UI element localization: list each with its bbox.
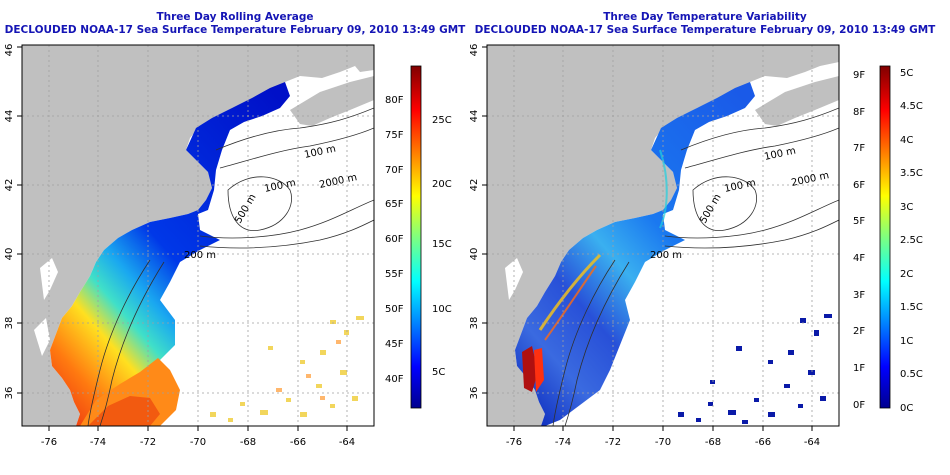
- x-tick-label: -68: [240, 437, 256, 448]
- y-tick-label: 40: [4, 248, 15, 261]
- y-tick-label: 46: [4, 44, 15, 57]
- high-variability: [544, 265, 597, 341]
- x-tick-label: -70: [655, 437, 671, 448]
- land-mass: [755, 76, 839, 126]
- offshore-pixels: [678, 314, 832, 424]
- land-mass: [355, 58, 374, 72]
- x-tick-label: -66: [755, 437, 771, 448]
- axis-ticks: [482, 46, 813, 431]
- variability-coverage: [515, 82, 755, 426]
- colorbar-label-c: 15C: [432, 239, 452, 250]
- graticule: [22, 45, 374, 426]
- x-tick-label: -70: [190, 437, 206, 448]
- colorbar-label-f: 9F: [853, 70, 865, 81]
- x-tick-label: -76: [41, 437, 57, 448]
- x-tick-label: -72: [605, 437, 621, 448]
- warm-water: [88, 396, 160, 426]
- y-tick-label: 38: [470, 317, 480, 330]
- colorbar-label-f: 75F: [385, 130, 404, 141]
- colorbar-label-c: 4C: [900, 135, 913, 146]
- colorbar: [879, 65, 891, 409]
- colorbar-label-f: 5F: [853, 216, 865, 227]
- y-tick-label: 44: [4, 110, 15, 123]
- x-tick-label: -64: [804, 437, 820, 448]
- x-tick-label: -76: [506, 437, 522, 448]
- map-figure: 100 m 100 m 2000 m 500 m 200 m -76 -74 -…: [4, 44, 452, 448]
- y-tick-label: 42: [470, 179, 480, 192]
- graticule: [487, 45, 839, 426]
- colorbar-label-f: 1F: [853, 363, 865, 374]
- colorbar-label-f: 70F: [385, 165, 404, 176]
- offshore-pixels: [210, 316, 364, 422]
- bay-water: [40, 258, 58, 300]
- colorbar-label-f: 2F: [853, 326, 865, 337]
- colorbar-label-f: 50F: [385, 304, 404, 315]
- colorbar-label-c: 1C: [900, 336, 913, 347]
- x-tick-label: -74: [555, 437, 571, 448]
- sst-coverage: [50, 82, 290, 426]
- x-tick-label: -68: [705, 437, 721, 448]
- colorbar-label-f: 0F: [853, 400, 865, 411]
- bay-water: [34, 318, 50, 356]
- land-mass: [22, 45, 374, 426]
- colorbar-label-c: 5C: [900, 68, 913, 79]
- colorbar-label-f: 3F: [853, 290, 865, 301]
- colorbar-label-c: 2C: [900, 269, 913, 280]
- x-tick-label: -72: [140, 437, 156, 448]
- contour-label: 200 m: [650, 250, 682, 261]
- sst-variability-panel: Three Day Temperature Variability DECLOU…: [470, 0, 940, 475]
- colorbar-label-f: 7F: [853, 143, 865, 154]
- sst-average-panel: Three Day Rolling Average DECLOUDED NOAA…: [0, 0, 470, 475]
- panel-title: Three Day Temperature Variability: [603, 11, 807, 23]
- land-mass: [290, 76, 374, 126]
- y-tick-label: 36: [4, 387, 15, 400]
- bathymetry-contours: [552, 107, 839, 426]
- colorbar-label-c: 25C: [432, 115, 452, 126]
- panel-subtitle: DECLOUDED NOAA-17 Sea Surface Temperatur…: [4, 24, 466, 36]
- panel-subtitle: DECLOUDED NOAA-17 Sea Surface Temperatur…: [474, 24, 936, 36]
- colorbar-label-f: 45F: [385, 339, 404, 350]
- high-variability: [538, 253, 602, 331]
- offshore-pixels: [276, 340, 341, 400]
- high-variability: [522, 346, 538, 392]
- axis-ticks: [17, 46, 348, 431]
- bathymetry-contours: [87, 107, 374, 426]
- y-tick-label: 46: [470, 44, 480, 57]
- y-tick-label: 40: [470, 248, 480, 261]
- y-tick-label: 36: [470, 387, 480, 400]
- colorbar-label-c: 1.5C: [900, 302, 923, 313]
- y-tick-label: 44: [470, 110, 480, 123]
- colorbar-label-f: 8F: [853, 107, 865, 118]
- colorbar-label-c: 4.5C: [900, 101, 923, 112]
- contour-label: 200 m: [184, 250, 216, 261]
- colorbar-label-c: 3C: [900, 202, 913, 213]
- colorbar-label-f: 80F: [385, 95, 404, 106]
- colorbar-label-f: 4F: [853, 253, 865, 264]
- x-tick-label: -64: [339, 437, 355, 448]
- colorbar: [410, 65, 422, 409]
- panel-title: Three Day Rolling Average: [156, 11, 314, 23]
- colorbar-label-c: 0.5C: [900, 369, 923, 380]
- colorbar-label-c: 0C: [900, 403, 913, 414]
- colorbar-label-f: 65F: [385, 199, 404, 210]
- colorbar-label-f: 55F: [385, 269, 404, 280]
- colorbar-label-c: 3.5C: [900, 168, 923, 179]
- x-tick-label: -74: [90, 437, 106, 448]
- colorbar-label-c: 5C: [432, 367, 445, 378]
- high-variability: [534, 348, 544, 392]
- colorbar-label-c: 10C: [432, 304, 452, 315]
- bay-water: [505, 258, 523, 300]
- colorbar-label-f: 6F: [853, 180, 865, 191]
- map-figure: 100 m 100 m 2000 m 500 m 200 m -76 -74 -…: [470, 44, 923, 448]
- y-tick-label: 38: [4, 317, 15, 330]
- high-variability: [659, 149, 668, 229]
- colorbar-label-c: 20C: [432, 179, 452, 190]
- colorbar-label-c: 2.5C: [900, 235, 923, 246]
- y-tick-label: 42: [4, 179, 15, 192]
- land-mass: [487, 45, 839, 426]
- x-tick-label: -66: [290, 437, 306, 448]
- colorbar-label-f: 60F: [385, 234, 404, 245]
- colorbar-label-f: 40F: [385, 374, 404, 385]
